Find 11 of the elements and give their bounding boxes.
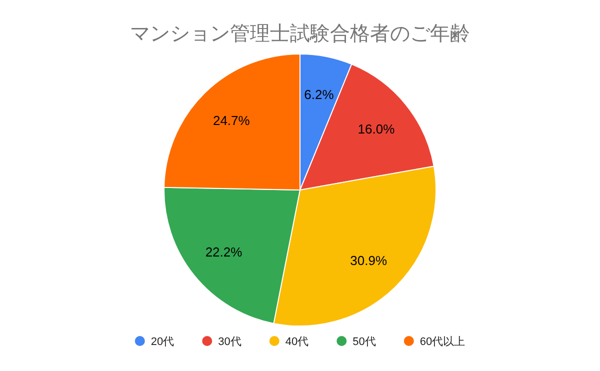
legend-label: 50代 (352, 336, 376, 348)
legend-label: 60代以上 (420, 335, 466, 348)
chart-title: マンション管理士試験合格者のご年齢 (130, 23, 470, 45)
legend-label: 30代 (218, 336, 242, 348)
data-label: 22.2% (205, 244, 243, 260)
legend-label: 20代 (150, 336, 174, 348)
data-label: 24.7% (212, 113, 250, 128)
data-label: 16.0% (358, 122, 396, 137)
data-label: 30.9% (350, 252, 388, 268)
legend-label: 40代 (285, 336, 309, 348)
data-label: 6.2% (304, 86, 334, 102)
